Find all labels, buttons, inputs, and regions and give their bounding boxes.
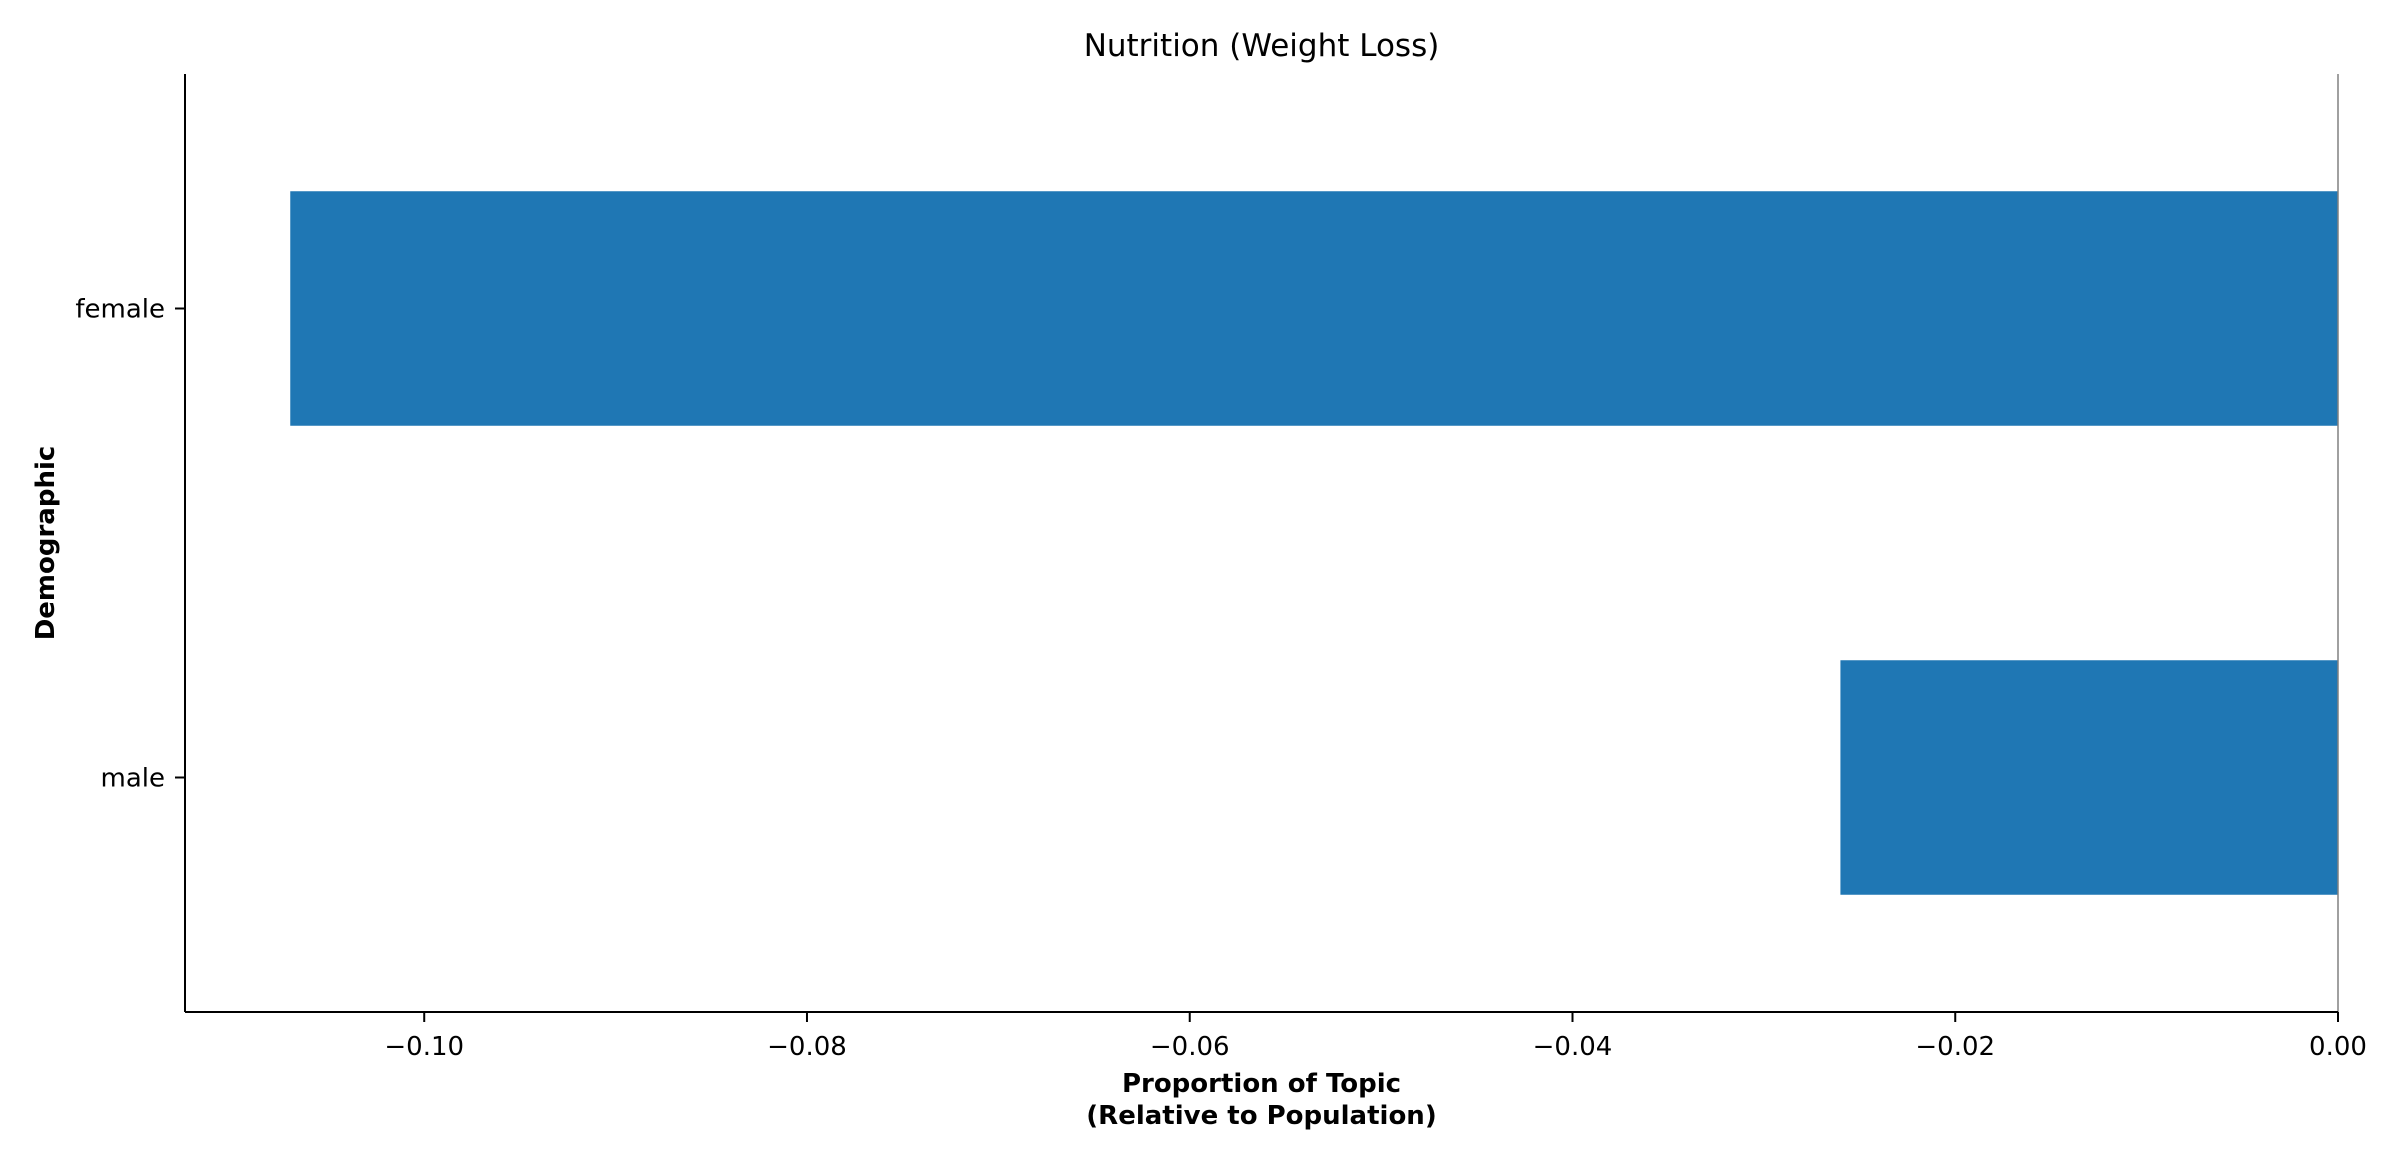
x-tick-label: 0.00: [2309, 1032, 2367, 1062]
x-tick-group: −0.10 −0.08 −0.06 −0.04 −0.02 0.00: [384, 1012, 2367, 1062]
bar-female: [290, 191, 2338, 426]
x-axis-label-line-1: Proportion of Topic: [1122, 1069, 1401, 1099]
y-axis-label: Demographic: [31, 446, 61, 641]
x-tick-label: −0.10: [384, 1032, 464, 1062]
y-tick-group: female male: [75, 295, 185, 794]
x-tick-label: −0.08: [767, 1032, 847, 1062]
x-axis-label-line-2: (Relative to Population): [1086, 1101, 1436, 1131]
x-tick-label: −0.04: [1533, 1032, 1613, 1062]
bar-group: [290, 191, 2338, 895]
y-tick-label-male: male: [101, 764, 165, 794]
x-tick-label: −0.02: [1915, 1032, 1995, 1062]
chart-title: Nutrition (Weight Loss): [1084, 28, 1440, 64]
y-tick-label-female: female: [75, 295, 165, 325]
x-tick-label: −0.06: [1150, 1032, 1230, 1062]
bar-male: [1840, 660, 2338, 895]
